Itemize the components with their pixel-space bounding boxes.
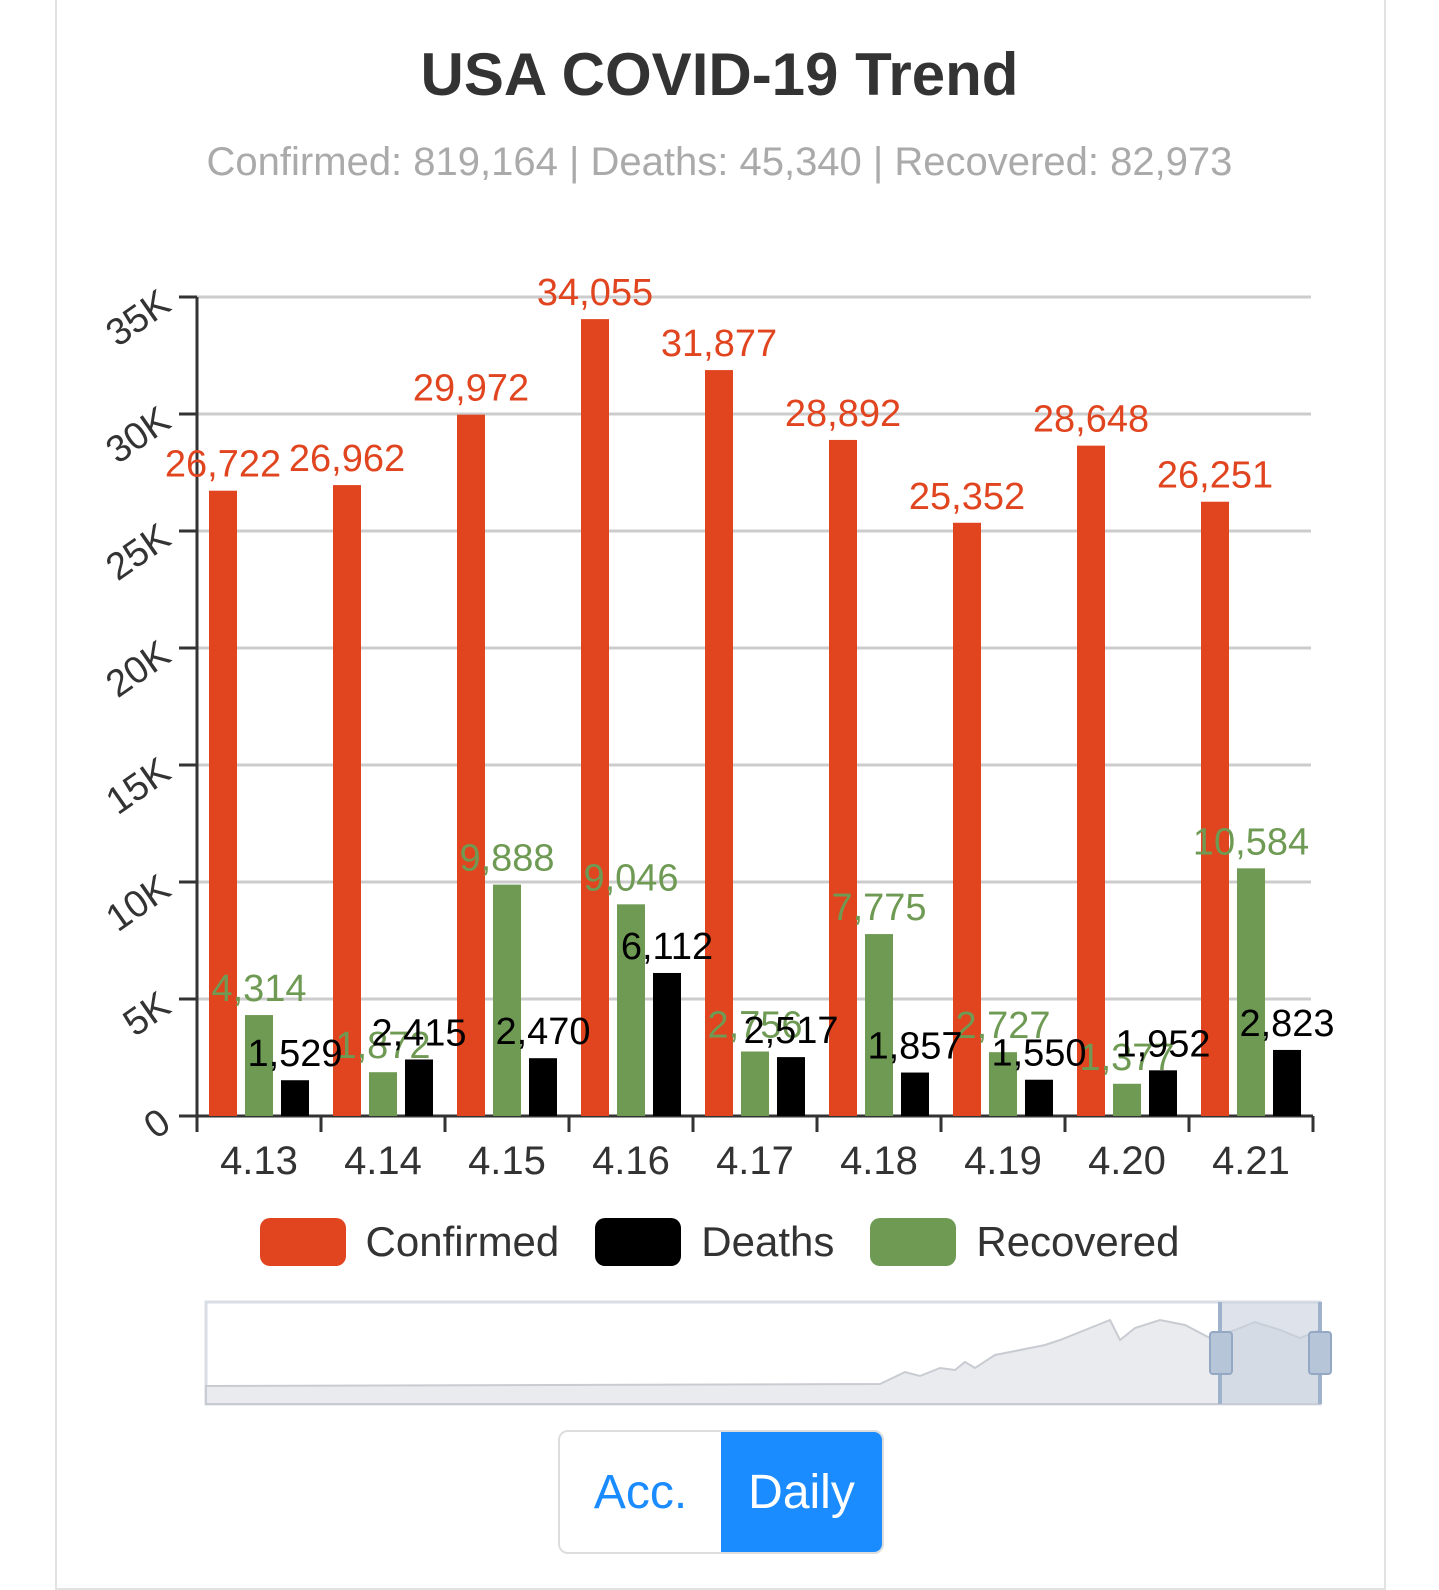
- bar-confirmed[interactable]: [457, 414, 485, 1116]
- data-label-recovered: 9,888: [459, 838, 554, 880]
- x-tick-label: 4.13: [220, 1139, 298, 1183]
- data-label-confirmed: 25,352: [909, 476, 1025, 518]
- bar-deaths[interactable]: [653, 972, 681, 1116]
- bar-confirmed[interactable]: [1077, 445, 1105, 1116]
- data-label-confirmed: 28,648: [1033, 399, 1149, 441]
- legend-swatch-recovered: [870, 1218, 957, 1266]
- data-label-deaths: 2,470: [495, 1011, 590, 1053]
- y-tick-label: 25K: [99, 516, 178, 589]
- bar-deaths[interactable]: [1149, 1070, 1177, 1116]
- bar-deaths[interactable]: [1025, 1079, 1053, 1116]
- bar-recovered[interactable]: [245, 1015, 273, 1116]
- daily-button[interactable]: Daily: [721, 1432, 882, 1552]
- data-label-recovered: 9,046: [583, 857, 678, 899]
- bar-recovered[interactable]: [617, 904, 645, 1116]
- legend-item-confirmed[interactable]: Confirmed: [259, 1218, 560, 1266]
- bar-confirmed[interactable]: [209, 490, 237, 1116]
- chart-title: USA COVID-19 Trend: [420, 41, 1019, 108]
- bar-deaths[interactable]: [901, 1072, 929, 1116]
- data-label-deaths: 1,857: [867, 1026, 962, 1068]
- zoom-handle-right[interactable]: [1308, 1331, 1332, 1375]
- x-tick-label: 4.17: [716, 1139, 794, 1183]
- x-tick-label: 4.14: [344, 1139, 422, 1183]
- data-zoom-slider[interactable]: [204, 1300, 1332, 1406]
- accumulated-button[interactable]: Acc.: [560, 1432, 721, 1552]
- legend-swatch-deaths: [595, 1218, 682, 1266]
- bar-confirmed[interactable]: [953, 522, 981, 1116]
- legend: Confirmed Deaths Recovered: [0, 1218, 1439, 1266]
- bar-deaths[interactable]: [1273, 1049, 1301, 1116]
- y-tick-label: 35K: [99, 282, 178, 355]
- data-label-confirmed: 26,722: [165, 444, 281, 486]
- bar-recovered[interactable]: [741, 1051, 769, 1116]
- bar-deaths[interactable]: [281, 1080, 309, 1116]
- data-label-recovered: 2,727: [955, 1005, 1050, 1047]
- x-tick-label: 4.18: [840, 1139, 918, 1183]
- data-label-deaths: 6,112: [621, 926, 713, 968]
- x-tick-label: 4.20: [1088, 1139, 1166, 1183]
- data-label-recovered: 1,377: [1079, 1037, 1174, 1079]
- bar-deaths[interactable]: [405, 1059, 433, 1116]
- legend-label-recovered: Recovered: [976, 1218, 1180, 1265]
- legend-swatch-confirmed: [259, 1218, 346, 1266]
- bar-confirmed[interactable]: [705, 370, 733, 1116]
- data-label-recovered: 7,775: [831, 887, 926, 929]
- data-label-deaths: 2,823: [1239, 1003, 1334, 1045]
- y-tick-label: 15K: [99, 750, 178, 823]
- x-tick-label: 4.19: [964, 1139, 1042, 1183]
- legend-label-confirmed: Confirmed: [365, 1218, 560, 1265]
- bar-recovered[interactable]: [989, 1052, 1017, 1116]
- legend-item-recovered[interactable]: Recovered: [870, 1218, 1179, 1266]
- x-tick-label: 4.15: [468, 1139, 546, 1183]
- data-label-confirmed: 34,055: [537, 272, 653, 314]
- y-tick-label: 0: [137, 1101, 178, 1148]
- data-label-deaths: 2,415: [371, 1012, 466, 1054]
- chart-subtitle: Confirmed: 819,164 | Deaths: 45,340 | Re…: [206, 140, 1233, 184]
- data-label-confirmed: 26,962: [289, 438, 405, 480]
- data-label-deaths: 1,550: [991, 1033, 1086, 1075]
- bars: [209, 319, 1301, 1117]
- bar-recovered[interactable]: [865, 934, 893, 1116]
- bar-recovered[interactable]: [1113, 1083, 1141, 1116]
- zoom-selection[interactable]: [1220, 1302, 1320, 1404]
- x-tick-label: 4.21: [1212, 1139, 1290, 1183]
- data-label-recovered: 1,872: [335, 1025, 430, 1067]
- y-tick-label: 10K: [99, 867, 178, 940]
- bar-confirmed[interactable]: [333, 485, 361, 1116]
- data-label-recovered: 4,314: [211, 968, 306, 1010]
- data-label-confirmed: 31,877: [661, 323, 777, 365]
- mode-toggle: Acc. Daily: [558, 1430, 884, 1554]
- data-label-confirmed: 29,972: [413, 368, 529, 410]
- bar-deaths[interactable]: [529, 1058, 557, 1116]
- bar-confirmed[interactable]: [829, 439, 857, 1116]
- data-label-deaths: 2,517: [743, 1010, 838, 1052]
- x-tick-label: 4.16: [592, 1139, 670, 1183]
- data-label-recovered: 10,584: [1193, 821, 1309, 863]
- bar-confirmed[interactable]: [1201, 501, 1229, 1117]
- bar-deaths[interactable]: [777, 1057, 805, 1116]
- data-label-confirmed: 26,251: [1157, 455, 1273, 497]
- bar-confirmed[interactable]: [581, 319, 609, 1116]
- data-label-recovered: 2,756: [707, 1005, 802, 1047]
- legend-label-deaths: Deaths: [701, 1218, 835, 1265]
- y-tick-label: 5K: [116, 984, 178, 1045]
- y-tick-label: 20K: [99, 633, 178, 706]
- data-label-confirmed: 28,892: [785, 393, 901, 435]
- data-label-deaths: 1,952: [1115, 1023, 1210, 1065]
- bar-recovered[interactable]: [369, 1072, 397, 1116]
- grid-lines: [197, 295, 1311, 1001]
- zoom-handle-left[interactable]: [1209, 1331, 1233, 1375]
- bar-recovered[interactable]: [493, 884, 521, 1116]
- legend-item-deaths[interactable]: Deaths: [595, 1218, 834, 1266]
- bar-recovered[interactable]: [1237, 868, 1265, 1116]
- data-label-deaths: 1,529: [247, 1033, 342, 1075]
